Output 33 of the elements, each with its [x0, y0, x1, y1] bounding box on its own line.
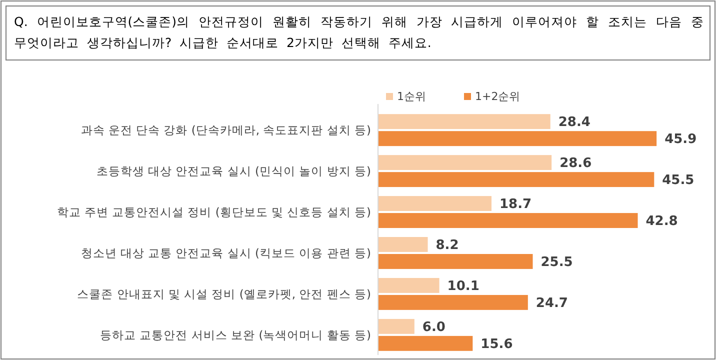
data-label: 8.2	[436, 238, 459, 253]
bar	[378, 237, 428, 252]
legend-label: 1+2순위	[475, 90, 520, 103]
bar	[378, 131, 657, 146]
data-label: 15.6	[480, 336, 513, 352]
y-tick-label: 등하교 교통안전 서비스 보완 (녹색어머니 활동 등)	[100, 328, 371, 342]
data-label: 28.4	[558, 115, 590, 130]
bar	[378, 196, 492, 211]
data-label: 18.7	[499, 197, 532, 212]
data-label: 25.5	[540, 254, 573, 270]
bar	[378, 114, 550, 130]
data-label: 45.9	[664, 132, 697, 148]
y-tick-label: 스쿨존 안내표지 및 시설 정비 (옐로카펫, 안전 펜스 등)	[77, 286, 371, 301]
legend-label: 1순위	[397, 90, 426, 103]
bar	[378, 294, 528, 310]
data-label: 45.5	[662, 173, 694, 188]
data-label: 42.8	[646, 214, 678, 230]
bar	[378, 155, 552, 170]
bar	[378, 172, 654, 188]
bar	[378, 213, 638, 228]
y-tick-label: 학교 주변 교통안전시설 정비 (횡단보도 및 신호등 설치 등)	[56, 205, 371, 220]
bar	[378, 254, 533, 269]
bar	[378, 318, 414, 334]
y-tick-label: 초등학생 대상 안전교육 실시 (민식이 놀이 방지 등)	[96, 164, 371, 178]
y-tick-label: 과속 운전 단속 강화 (단속카메라, 속도표지판 설치 등)	[80, 123, 371, 138]
data-label: 24.7	[536, 296, 568, 311]
data-label: 10.1	[447, 278, 480, 294]
data-label: 28.6	[560, 156, 592, 172]
bar	[378, 278, 440, 293]
y-tick-label: 청소년 대상 교통 안전교육 실시 (킥보드 이용 관련 등)	[80, 246, 371, 260]
bar	[378, 336, 473, 351]
chart-title: Q. 어린이보호구역(스쿨존)의 안전규정이 원활히 작동하기 위해 가장 시급하게 이루어져야 할 조치는 다음 중 무엇이라고 생각하십니까? 시급한 순서대로 2가지만 선택해 주세요.	[14, 13, 704, 52]
data-label: 6.0	[422, 320, 446, 335]
